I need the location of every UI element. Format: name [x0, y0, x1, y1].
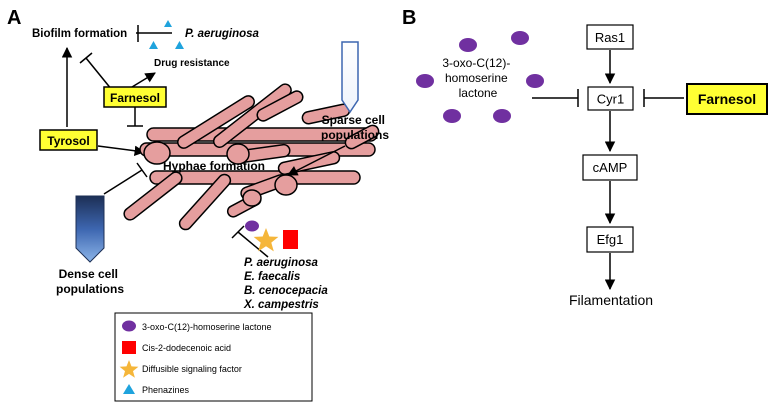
farnesol-to-drug-arrow [131, 72, 156, 88]
phenazine-triangles-icon [149, 20, 184, 49]
hsl-inhibits-cyr1 [532, 89, 579, 107]
dsf-star-icon [253, 228, 279, 252]
cyr1-box [587, 86, 634, 111]
farnesol-inhibits-cyr1 [643, 89, 684, 107]
filamentation-label: Filamentation [569, 292, 653, 308]
panel-a-label: A [7, 7, 21, 29]
pa-top-label: P. aeruginosa [185, 28, 260, 40]
sparse-cell-tube-icon [341, 41, 359, 114]
cis2-square-icon [283, 230, 298, 249]
farnesol-box-b [686, 83, 768, 115]
dense-cell-label: Dense cell populations [56, 267, 124, 296]
bacteria-species-list: P. aeruginosa E. faecalis B. cenocepacia… [243, 257, 331, 311]
panel-b-label: B [402, 7, 416, 29]
biofilm-formation-label: Biofilm formation [32, 28, 127, 40]
hyphae-cluster [123, 83, 380, 231]
legend-phenazine-icon [123, 384, 135, 394]
bacteria-inhibit-hyphae [231, 225, 269, 258]
farnesol-label-a: Farnesol [110, 91, 160, 105]
tyrosol-label: Tyrosol [47, 134, 89, 148]
tyrosol-to-hyphae-arrow [97, 145, 146, 156]
farnesol-inhibits-hyphae [127, 107, 143, 127]
efg1-label: Efg1 [597, 232, 624, 247]
sparse-cell-label: Sparse cell populations [321, 113, 389, 142]
dense-cell-tube-icon [75, 195, 105, 263]
camp-label: cAMP [593, 160, 628, 175]
hsl-label-b: 3-oxo-C(12)- homoserine lactone [442, 56, 513, 100]
legend-cis2-icon [122, 341, 136, 354]
phenazine-inhibition [136, 25, 172, 42]
legend-hsl-icon [122, 320, 136, 332]
legend-hsl-label: 3-oxo-C(12)-homoserine lactone [142, 322, 272, 332]
ras1-box [586, 24, 634, 50]
legend: 3-oxo-C(12)-homoserine lactone Cis-2-dod… [114, 312, 313, 402]
drug-resistance-label: Drug resistance [154, 58, 230, 69]
tyrosol-box [39, 129, 98, 151]
hyphae-formation-label: Hyphae formation [163, 159, 265, 173]
efg1-box [586, 226, 634, 253]
camp-box [582, 154, 638, 181]
hsl-molecules-b [416, 31, 544, 123]
hsl-molecule-icon [245, 220, 259, 232]
sparse-to-hyphae-arrow [287, 145, 346, 176]
dense-inhibits-hyphae [103, 162, 148, 195]
legend-dsf-label: Diffusible signaling factor [142, 364, 242, 374]
ras1-label: Ras1 [595, 30, 625, 45]
legend-cis2-label: Cis-2-dodecenoic acid [142, 343, 231, 353]
farnesol-inhibits-biofilm [79, 52, 113, 91]
farnesol-label-b: Farnesol [698, 91, 756, 107]
cyr1-label: Cyr1 [597, 92, 624, 107]
legend-dsf-icon [119, 360, 139, 378]
legend-phenazine-label: Phenazines [142, 385, 190, 395]
